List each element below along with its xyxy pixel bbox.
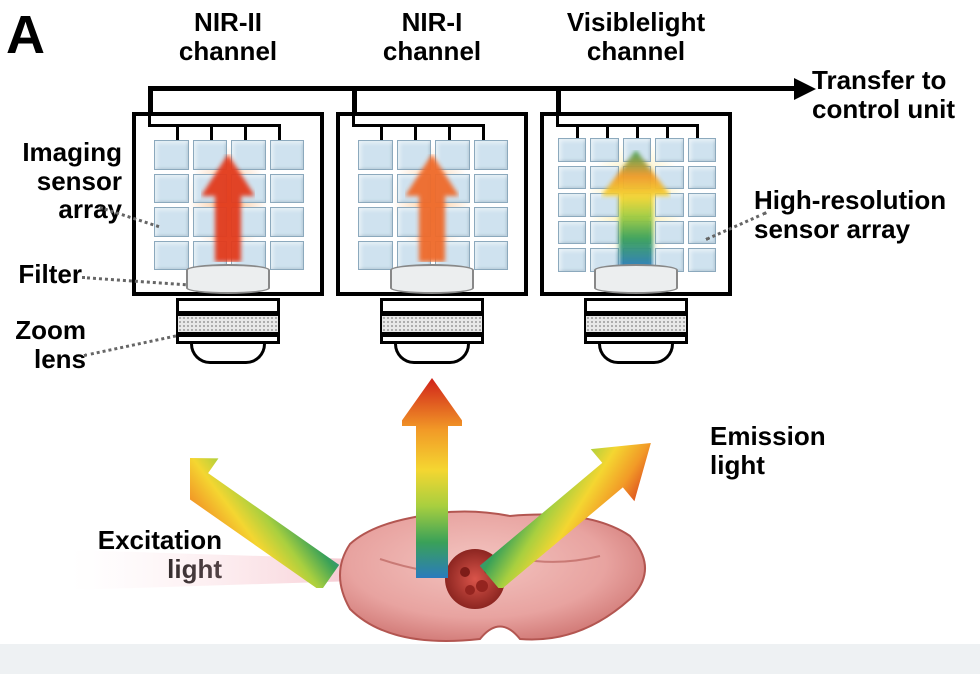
sensor-cell: [270, 140, 305, 170]
sensor-cell: [358, 140, 393, 170]
inner-arrow-icon: [601, 150, 671, 268]
sensor-cell: [270, 174, 305, 204]
sensor-cell: [558, 248, 586, 272]
channel-title-line1: NIR-II: [194, 7, 262, 37]
sensor-cell: [688, 193, 716, 217]
lens-zoom-ring: [176, 314, 280, 334]
sensor-cell: [688, 166, 716, 190]
lens-front-element: [394, 344, 470, 364]
label-line: lens: [34, 344, 86, 374]
transfer-label: Transfer to control unit: [812, 66, 955, 123]
label-line: Filter: [18, 259, 82, 289]
lens-zoom-ring: [380, 314, 484, 334]
bus-drop-3: [556, 86, 561, 114]
lens-front-element: [190, 344, 266, 364]
bus-drop-2: [352, 86, 357, 114]
panel-label: A: [6, 4, 45, 66]
channel-title-line2: channel: [383, 36, 481, 66]
sensor-cell: [154, 140, 189, 170]
label-line: Imaging: [22, 137, 122, 167]
channel-title-line1: Visiblelight: [567, 7, 705, 37]
sensor-cell: [558, 193, 586, 217]
channel-title-line1: NIR-I: [402, 7, 463, 37]
channel-title-line2: channel: [587, 36, 685, 66]
sensor-cell: [558, 221, 586, 245]
wire-stub-h: [380, 124, 485, 127]
label-line: High-resolution: [754, 185, 946, 215]
leader-zoom: [84, 334, 177, 356]
bus-horizontal: [148, 86, 794, 91]
wire-stub-h: [176, 124, 281, 127]
lens-assembly-visible: [584, 274, 688, 380]
transfer-line2: control unit: [812, 94, 955, 124]
inner-arrow-icon: [405, 154, 459, 262]
sensor-cell: [688, 138, 716, 162]
lens-barrel: [380, 298, 484, 314]
transfer-line1: Transfer to: [812, 65, 946, 95]
channel-title-nir1: NIR-I channel: [336, 8, 528, 65]
channel-title-visible: Visiblelight channel: [526, 8, 746, 65]
sensor-cell: [688, 221, 716, 245]
label-line: sensor array: [754, 214, 910, 244]
sensor-cell: [154, 207, 189, 237]
lens-barrel: [176, 334, 280, 344]
lens-assembly-nir1: [380, 274, 484, 380]
lens-barrel: [584, 334, 688, 344]
sensor-cell: [358, 241, 393, 271]
emission-arrow-right-icon: [440, 378, 720, 588]
sensor-cell: [474, 241, 509, 271]
lens-assembly-nir2: [176, 274, 280, 380]
sensor-cell: [358, 174, 393, 204]
emission-label: Emission light: [710, 422, 826, 479]
sensor-cell: [474, 207, 509, 237]
sensor-cell: [270, 207, 305, 237]
wire-stub-h2: [352, 124, 382, 127]
label-line: sensor: [37, 166, 122, 196]
sensor-cell: [358, 207, 393, 237]
lens-zoom-ring: [584, 314, 688, 334]
lens-front-element: [598, 344, 674, 364]
wire-stub-h2: [556, 124, 578, 127]
filter-element: [390, 264, 474, 294]
bus-drop-1: [148, 86, 153, 114]
sensor-cell: [688, 248, 716, 272]
sensor-cell: [270, 241, 305, 271]
lens-barrel: [584, 298, 688, 314]
sensor-cell: [474, 174, 509, 204]
sensor-cell: [154, 174, 189, 204]
imaging-sensor-label: Imaging sensor array: [4, 138, 122, 224]
sensor-cell: [474, 140, 509, 170]
filter-label: Filter: [10, 260, 82, 289]
wire-stub-h: [576, 124, 699, 127]
channel-title-line2: channel: [179, 36, 277, 66]
label-line: Emission: [710, 421, 826, 451]
filter-element: [594, 264, 678, 294]
channel-title-nir2: NIR-II channel: [132, 8, 324, 65]
filter-element: [186, 264, 270, 294]
label-line: Zoom: [15, 315, 86, 345]
wire-stub-h2: [148, 124, 178, 127]
sensor-cell: [558, 138, 586, 162]
lens-barrel: [380, 334, 484, 344]
inner-arrow-icon: [201, 154, 255, 262]
zoom-lens-label: Zoom lens: [8, 316, 86, 373]
hires-label: High-resolution sensor array: [754, 186, 946, 243]
sensor-cell: [558, 166, 586, 190]
lens-barrel: [176, 298, 280, 314]
sensor-cell: [154, 241, 189, 271]
